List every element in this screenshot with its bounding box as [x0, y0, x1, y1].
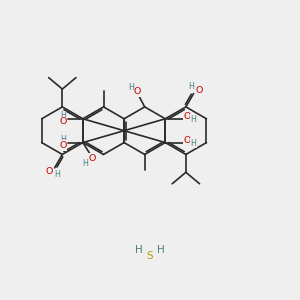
- Text: H: H: [135, 245, 142, 256]
- Text: O: O: [88, 154, 95, 163]
- Text: H: H: [158, 245, 165, 256]
- Text: O: O: [59, 141, 67, 150]
- Text: H: H: [190, 115, 196, 124]
- Text: H: H: [82, 159, 88, 168]
- Text: H: H: [60, 135, 66, 144]
- Text: S: S: [147, 250, 153, 260]
- Text: H: H: [188, 82, 194, 91]
- Text: O: O: [46, 167, 53, 176]
- Text: H: H: [128, 83, 134, 92]
- Text: H: H: [190, 139, 196, 148]
- Text: O: O: [134, 87, 141, 96]
- Text: H: H: [55, 170, 61, 179]
- Text: O: O: [59, 117, 67, 126]
- Text: O: O: [195, 86, 203, 95]
- Text: O: O: [184, 136, 191, 145]
- Text: O: O: [184, 112, 191, 121]
- Text: H: H: [60, 111, 66, 120]
